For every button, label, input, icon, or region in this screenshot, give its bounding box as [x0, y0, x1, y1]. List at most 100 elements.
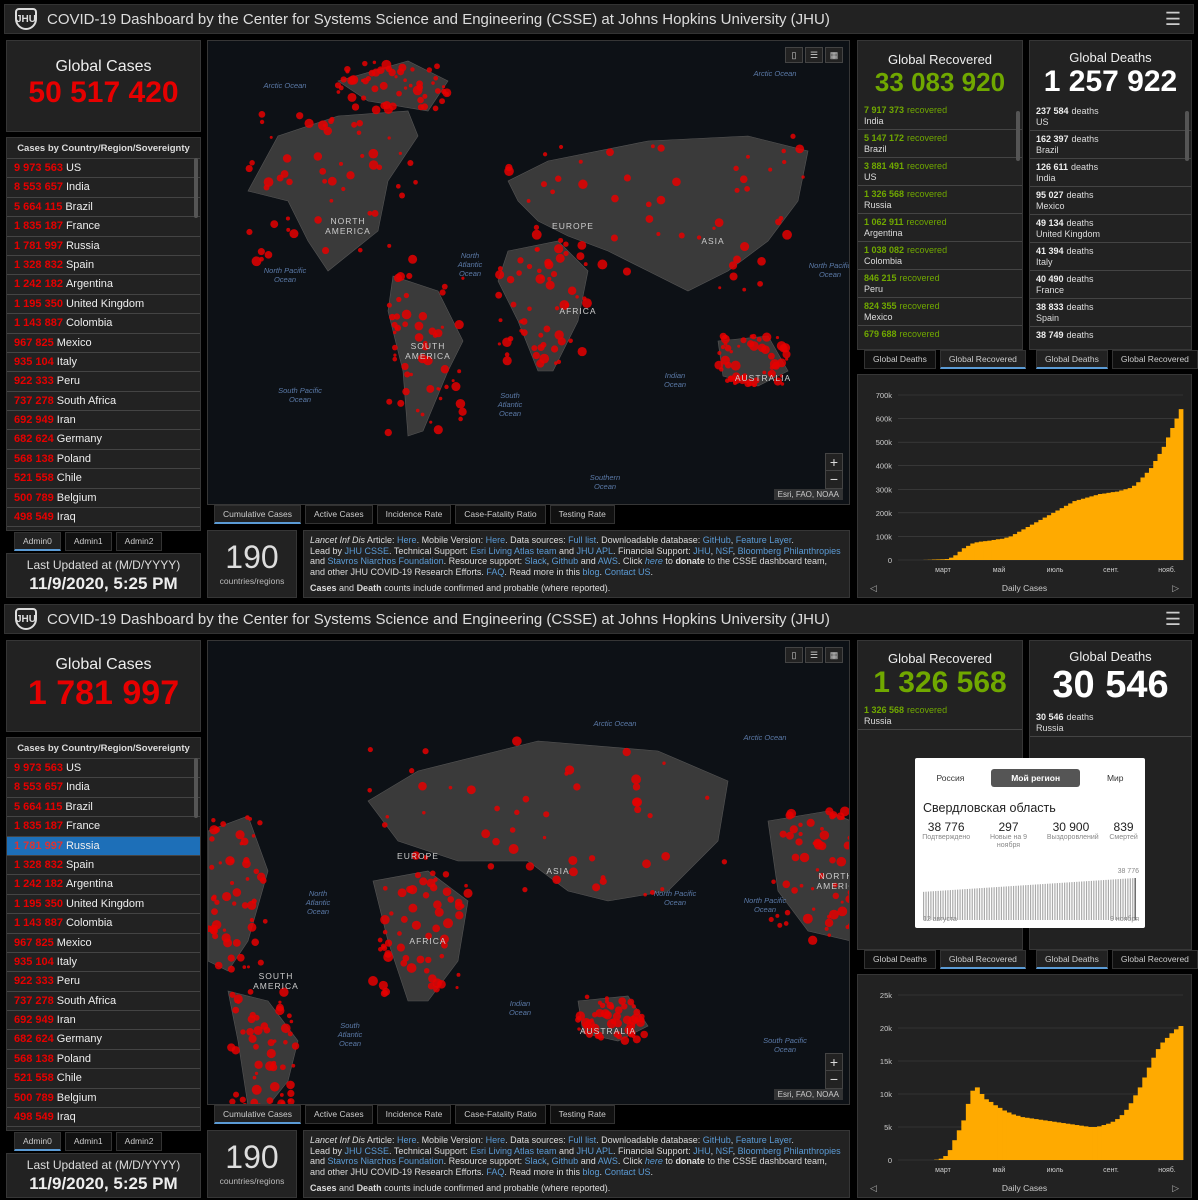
case-dot[interactable] — [498, 318, 503, 323]
chart-next-icon[interactable]: ▷ — [1172, 1183, 1179, 1193]
daily-bar[interactable] — [953, 555, 958, 560]
case-dot[interactable] — [379, 81, 388, 90]
daily-bar[interactable] — [1055, 510, 1061, 561]
case-dot[interactable] — [762, 332, 772, 342]
case-dot[interactable] — [618, 997, 627, 1005]
case-dot[interactable] — [419, 877, 428, 886]
info-link-jhu[interactable]: JHU — [693, 1145, 711, 1156]
case-dot[interactable] — [739, 175, 748, 184]
case-dot[interactable] — [401, 362, 409, 371]
daily-bar[interactable] — [1106, 492, 1112, 560]
case-dot[interactable] — [757, 343, 767, 353]
info-link-blog[interactable]: blog — [582, 566, 600, 577]
case-dot[interactable] — [409, 372, 413, 377]
info-link-contact[interactable]: Contact US — [604, 566, 651, 577]
case-dot[interactable] — [527, 306, 532, 312]
case-dot[interactable] — [563, 241, 569, 247]
case-dot[interactable] — [425, 932, 432, 940]
case-dot[interactable] — [386, 398, 393, 405]
case-dot[interactable] — [542, 835, 547, 840]
daily-bar[interactable] — [940, 559, 946, 560]
case-dot[interactable] — [811, 907, 816, 911]
case-dot[interactable] — [463, 888, 473, 898]
zoom-out-button[interactable]: − — [829, 1071, 839, 1087]
case-dot[interactable] — [728, 261, 738, 270]
info-link-full_list[interactable]: Full list — [568, 535, 597, 545]
case-dot[interactable] — [313, 152, 323, 161]
case-dot[interactable] — [402, 387, 410, 396]
case-dot[interactable] — [422, 892, 430, 899]
case-dot[interactable] — [382, 885, 388, 891]
case-dot[interactable] — [372, 60, 377, 65]
case-dot[interactable] — [214, 899, 220, 905]
case-dot[interactable] — [242, 1102, 247, 1105]
case-dot[interactable] — [810, 887, 815, 891]
case-dot[interactable] — [775, 335, 780, 340]
case-dot[interactable] — [265, 1061, 275, 1071]
case-dot[interactable] — [245, 165, 253, 173]
case-dot[interactable] — [211, 908, 218, 916]
case-dot[interactable] — [843, 841, 850, 850]
country-row[interactable]: 521 558 Chile — [7, 1069, 200, 1089]
case-dot[interactable] — [220, 821, 227, 827]
case-dot[interactable] — [357, 247, 363, 253]
recovered-scrollbar[interactable] — [1016, 111, 1020, 161]
case-dot[interactable] — [721, 859, 728, 865]
hamburger-icon[interactable]: ☰ — [1164, 609, 1181, 629]
case-dot[interactable] — [381, 822, 388, 828]
case-dot[interactable] — [643, 892, 647, 897]
case-dot[interactable] — [367, 747, 373, 753]
recovered-row[interactable]: 1 326 568 recovered Russia — [858, 186, 1022, 214]
admin-tab-admin0[interactable]: Admin0 — [14, 532, 61, 551]
case-dot[interactable] — [581, 1018, 592, 1028]
list-scrollbar[interactable] — [194, 758, 198, 818]
case-dot[interactable] — [251, 1084, 262, 1095]
case-dot[interactable] — [440, 365, 450, 374]
case-dot[interactable] — [775, 913, 780, 918]
case-dot[interactable] — [421, 343, 429, 351]
daily-bar[interactable] — [1060, 1123, 1066, 1160]
case-dot[interactable] — [813, 838, 822, 848]
case-dot[interactable] — [426, 385, 435, 393]
map-tab-testing-rate[interactable]: Testing Rate — [549, 505, 615, 524]
case-dot[interactable] — [656, 232, 661, 237]
case-dot[interactable] — [768, 352, 775, 360]
case-dot[interactable] — [378, 946, 383, 952]
case-dot[interactable] — [402, 954, 410, 962]
daily-bar[interactable] — [1024, 1117, 1030, 1160]
info-link-here2[interactable]: Here — [485, 1135, 506, 1145]
daily-bar[interactable] — [961, 1120, 967, 1160]
case-dot[interactable] — [396, 296, 402, 303]
case-dot[interactable] — [432, 924, 441, 933]
case-dot[interactable] — [414, 321, 424, 331]
deaths-scrollbar[interactable] — [1185, 111, 1189, 161]
country-row[interactable]: 922 333 Peru — [7, 972, 200, 992]
case-dot[interactable] — [240, 837, 249, 846]
case-dot[interactable] — [286, 1080, 295, 1090]
case-dot[interactable] — [545, 280, 555, 290]
case-dot[interactable] — [365, 76, 371, 82]
case-dot[interactable] — [622, 747, 631, 757]
case-dot[interactable] — [383, 952, 394, 962]
map-tab-cumulative-cases[interactable]: Cumulative Cases — [214, 1105, 301, 1124]
case-dot[interactable] — [721, 334, 730, 344]
case-dot[interactable] — [406, 885, 414, 894]
daily-bar[interactable] — [949, 557, 954, 560]
case-dot[interactable] — [282, 154, 292, 163]
case-dot[interactable] — [423, 967, 430, 974]
daily-bar[interactable] — [1142, 1077, 1148, 1161]
country-row[interactable]: 5 664 115 Brazil — [7, 798, 200, 818]
case-dot[interactable] — [495, 291, 503, 299]
case-dot[interactable] — [650, 144, 655, 149]
daily-bar[interactable] — [1151, 1057, 1157, 1160]
case-dot[interactable] — [645, 201, 652, 208]
country-row[interactable]: 5 664 115 Brazil — [7, 198, 200, 218]
info-link-jhu_csse[interactable]: JHU CSSE — [344, 1145, 390, 1156]
case-dot[interactable] — [269, 1081, 280, 1092]
daily-bar[interactable] — [1029, 1118, 1035, 1160]
list-icon[interactable]: ☰ — [805, 647, 823, 663]
case-dot[interactable] — [444, 384, 449, 390]
tab-global-recovered[interactable]: Global Recovered — [939, 350, 1026, 369]
case-dot[interactable] — [494, 805, 500, 812]
country-row[interactable]: 8 553 657 India — [7, 778, 200, 798]
